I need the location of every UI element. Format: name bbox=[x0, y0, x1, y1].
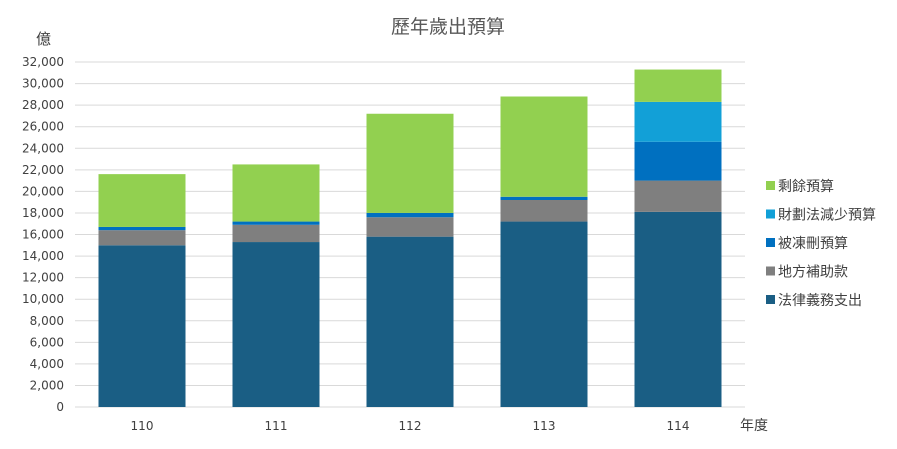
y-tick-label: 28,000 bbox=[22, 98, 64, 112]
x-tick-label: 112 bbox=[399, 419, 422, 433]
legend-swatch bbox=[766, 266, 775, 276]
bar-segment-110-2 bbox=[98, 226, 186, 231]
bar-segment-111-1 bbox=[232, 224, 320, 243]
y-tick-label: 12,000 bbox=[22, 271, 64, 285]
bar-segment-114-3 bbox=[634, 101, 722, 142]
bar-segment-112-1 bbox=[366, 217, 454, 237]
legend-swatch bbox=[766, 181, 775, 190]
bar-segment-112-2 bbox=[366, 212, 454, 218]
bar-segment-114-2 bbox=[634, 141, 722, 181]
x-tick-label: 111 bbox=[265, 419, 288, 433]
bar-segment-113-1 bbox=[500, 200, 588, 222]
bar-segment-110-4 bbox=[98, 174, 186, 227]
y-tick-label: 16,000 bbox=[22, 228, 64, 242]
x-axis-label: 年度 bbox=[740, 418, 768, 434]
y-tick-label: 6,000 bbox=[30, 335, 64, 349]
bar-segment-111-4 bbox=[232, 164, 320, 222]
bar-segment-112-4 bbox=[366, 113, 454, 213]
y-tick-label: 30,000 bbox=[22, 77, 64, 91]
y-tick-label: 14,000 bbox=[22, 249, 64, 263]
y-tick-label: 4,000 bbox=[30, 357, 64, 371]
y-tick-label: 26,000 bbox=[22, 120, 64, 134]
x-tick-label: 113 bbox=[533, 419, 556, 433]
legend-swatch bbox=[766, 238, 775, 247]
y-tick-label: 20,000 bbox=[22, 184, 64, 198]
bar-segment-110-0 bbox=[98, 245, 186, 407]
y-axis-label: 億 bbox=[36, 30, 51, 48]
bar-segment-111-2 bbox=[232, 221, 320, 225]
legend-label: 被凍刪預算 bbox=[778, 236, 848, 252]
bar-segment-114-4 bbox=[634, 69, 722, 102]
y-tick-label: 32,000 bbox=[22, 55, 64, 69]
y-tick-label: 8,000 bbox=[30, 314, 64, 328]
bar-segment-113-2 bbox=[500, 196, 588, 200]
legend-label: 剩餘預算 bbox=[778, 178, 834, 195]
y-tick-label: 2,000 bbox=[30, 378, 64, 392]
bar-segment-114-0 bbox=[634, 211, 722, 407]
bar-segment-113-0 bbox=[500, 221, 588, 407]
x-tick-label: 110 bbox=[131, 419, 154, 433]
x-tick-label: 114 bbox=[667, 419, 690, 433]
bar-segment-110-1 bbox=[98, 230, 186, 246]
y-tick-label: 18,000 bbox=[22, 206, 64, 220]
legend-swatch bbox=[766, 209, 775, 219]
bar-segment-112-0 bbox=[366, 236, 454, 407]
legend-label: 地方補助款 bbox=[778, 265, 848, 281]
bar-segment-114-1 bbox=[634, 180, 722, 212]
legend-label: 法律義務支出 bbox=[778, 292, 862, 309]
chart-title: 歷年歲出預算 bbox=[391, 16, 505, 38]
y-tick-label: 0 bbox=[56, 400, 64, 414]
y-tick-label: 24,000 bbox=[22, 141, 64, 155]
bar-segment-113-4 bbox=[500, 96, 588, 197]
bar-segment-111-0 bbox=[232, 242, 320, 407]
y-tick-label: 10,000 bbox=[22, 292, 64, 306]
legend-label: 財劃法減少預算 bbox=[778, 207, 876, 224]
legend-swatch bbox=[766, 295, 775, 304]
y-tick-label: 22,000 bbox=[22, 163, 64, 177]
